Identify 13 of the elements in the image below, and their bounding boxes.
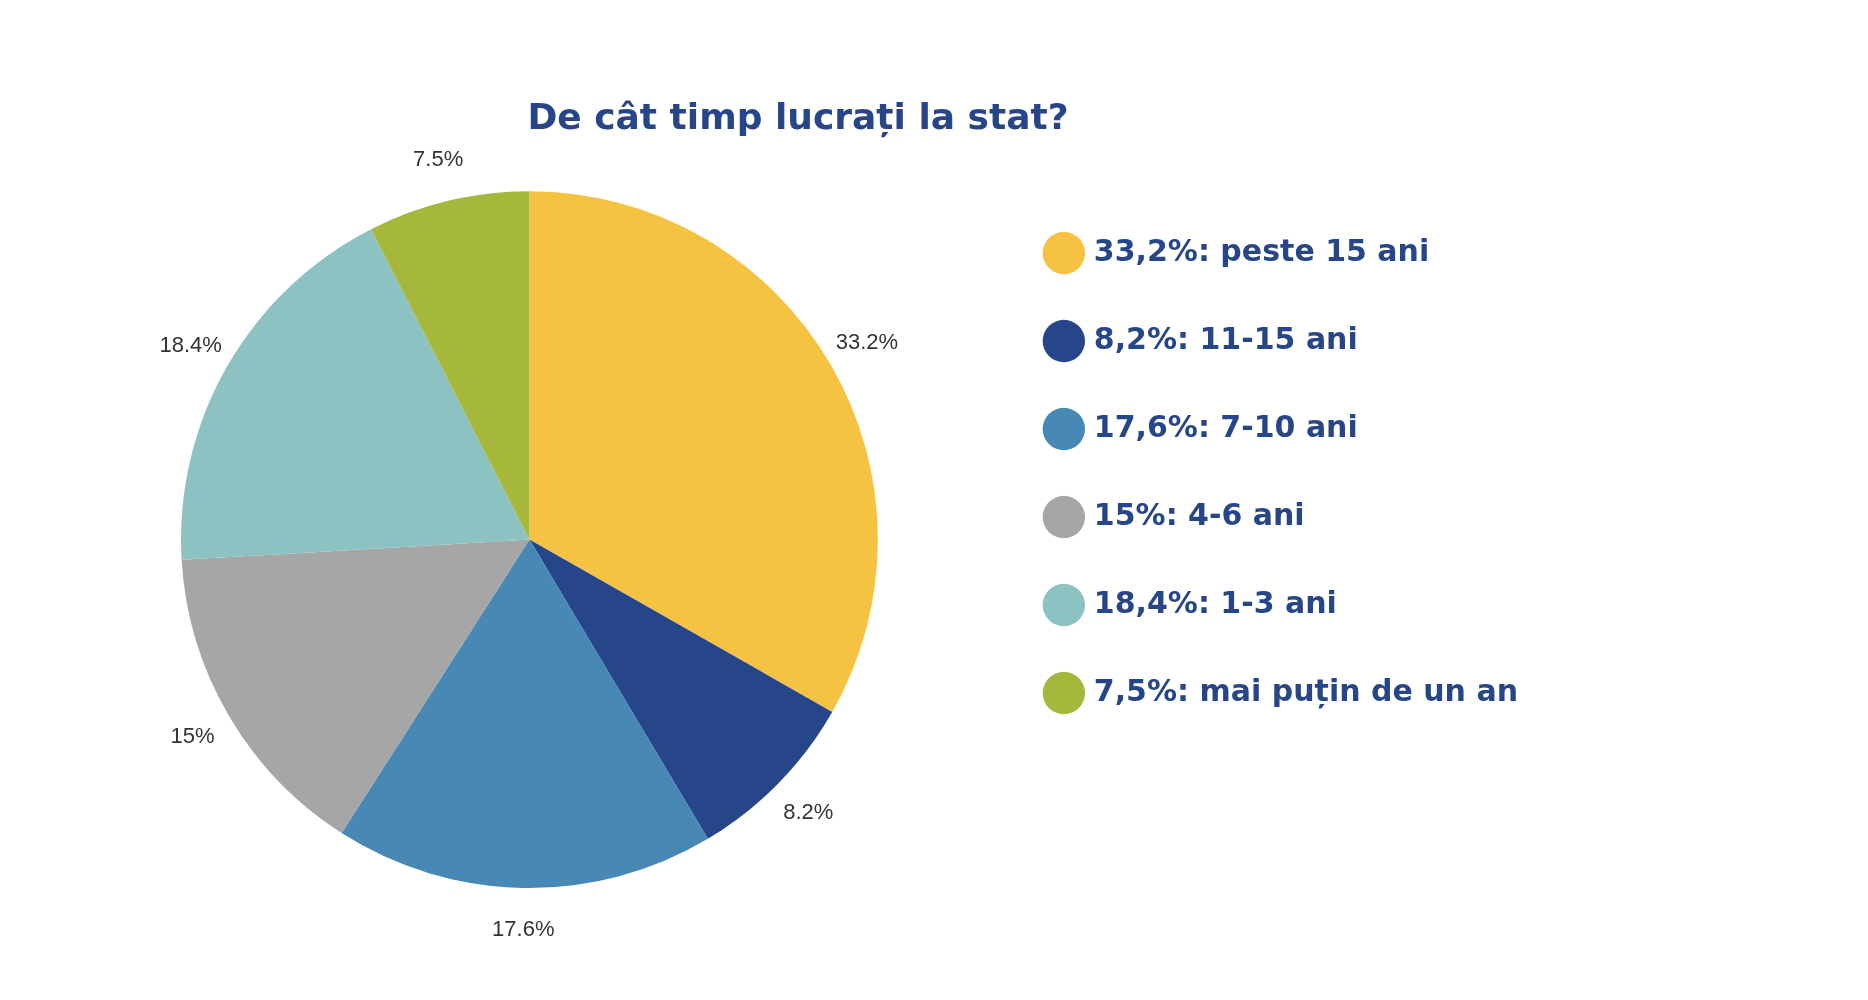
data-label: 15% xyxy=(170,722,215,748)
data-label: 17.6% xyxy=(492,916,555,942)
legend-label: 17,6%: 7-10 ani xyxy=(1093,408,1358,444)
legend-label: 8,2%: 11-15 ani xyxy=(1093,320,1358,356)
data-label: 8.2% xyxy=(783,798,834,824)
legend-label: 15%: 4-6 ani xyxy=(1093,496,1305,532)
data-label: 18.4% xyxy=(159,331,222,357)
legend-label: 33,2%: peste 15 ani xyxy=(1093,232,1430,268)
legend-label: 7,5%: mai puțin de un an xyxy=(1093,672,1519,709)
legend-label: 18,4%: 1-3 ani xyxy=(1093,584,1337,620)
data-label: 33.2% xyxy=(835,329,899,355)
chart-title: De cât timp lucrați la stat? xyxy=(527,95,1069,138)
data-label: 7.5% xyxy=(413,146,464,172)
